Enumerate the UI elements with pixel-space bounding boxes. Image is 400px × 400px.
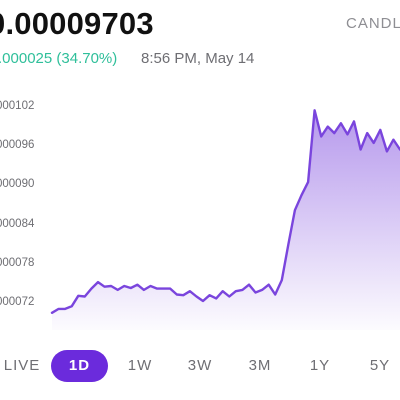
range-tab-1y[interactable]: 1Y (309, 357, 331, 374)
price-chart-svg (50, 109, 400, 330)
y-axis-tick-label: 000102 (0, 100, 35, 112)
current-price: 0.00009703 (0, 6, 154, 41)
y-axis-tick-label: 000090 (0, 178, 35, 191)
y-axis-tick-label: 000096 (0, 139, 35, 152)
range-tab-1w[interactable]: 1W (127, 357, 153, 374)
price-change: .000025 (34.70%) (0, 50, 118, 67)
time-range-selector: LIVE 1D 1W 3W 3M 1Y 5Y (0, 350, 400, 384)
range-tab-1d[interactable]: 1D (51, 350, 108, 382)
range-tab-5y[interactable]: 5Y (369, 357, 391, 374)
price-timestamp: 8:56 PM, May 14 (141, 50, 255, 67)
y-axis-tick-label: 000072 (0, 296, 35, 308)
price-area-fill (52, 110, 400, 330)
price-line (50, 109, 400, 314)
candle-chart-toggle[interactable]: CANDL (346, 15, 400, 32)
range-tab-live[interactable]: LIVE (3, 357, 41, 374)
range-tab-3m[interactable]: 3M (248, 357, 272, 374)
range-tab-3w[interactable]: 3W (187, 357, 213, 374)
y-axis-tick-label: 000078 (0, 256, 35, 269)
